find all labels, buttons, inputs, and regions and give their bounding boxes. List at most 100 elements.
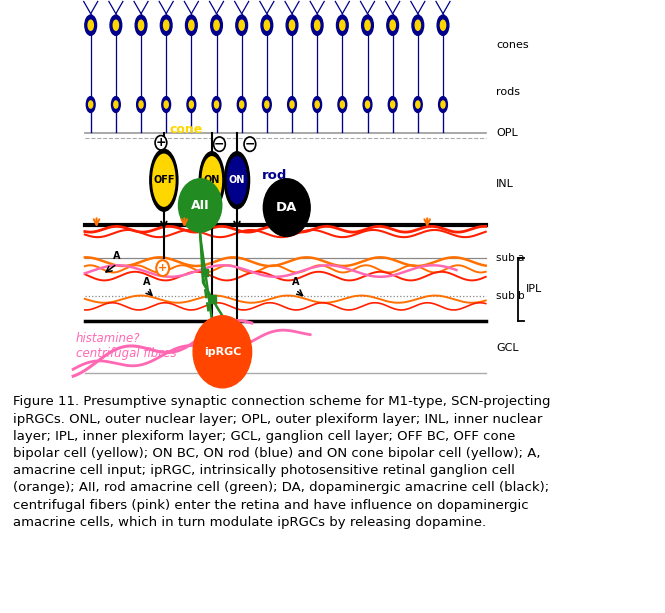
Ellipse shape [336,15,348,36]
Text: cone: cone [170,123,203,135]
Text: rod: rod [261,169,287,181]
Text: Figure 11. Presumptive synaptic connection scheme for M1-type, SCN-projecting
ip: Figure 11. Presumptive synaptic connecti… [13,395,551,529]
Text: ON: ON [229,175,245,185]
Ellipse shape [365,20,370,30]
Ellipse shape [139,101,143,108]
Text: A: A [292,276,299,287]
Text: cones: cones [496,40,529,50]
Ellipse shape [315,101,319,108]
Ellipse shape [110,15,122,36]
Text: ON: ON [203,175,220,185]
Text: OPL: OPL [496,128,518,139]
Ellipse shape [416,101,420,108]
Text: A: A [142,276,150,287]
Circle shape [213,137,225,151]
Bar [201,268,208,276]
Text: rods: rods [496,87,520,97]
Ellipse shape [288,97,297,112]
Ellipse shape [390,20,395,30]
Ellipse shape [388,97,397,112]
Text: ipRGC: ipRGC [203,347,241,357]
Ellipse shape [414,97,422,112]
Ellipse shape [387,15,398,36]
Ellipse shape [85,15,96,36]
Ellipse shape [239,101,244,108]
Text: +: + [156,136,166,149]
Ellipse shape [214,20,219,30]
Ellipse shape [189,20,194,30]
Ellipse shape [265,101,269,108]
Ellipse shape [113,20,118,30]
Ellipse shape [164,20,169,30]
Ellipse shape [215,101,219,108]
Ellipse shape [112,97,120,112]
Ellipse shape [340,20,345,30]
Ellipse shape [315,20,320,30]
Ellipse shape [135,15,147,36]
Ellipse shape [311,15,323,36]
Ellipse shape [440,20,446,30]
Text: histamine?
centrifugal fibres: histamine? centrifugal fibres [76,332,177,360]
Ellipse shape [340,101,344,108]
Ellipse shape [441,101,445,108]
Text: DA: DA [276,201,297,214]
Text: A: A [113,251,121,261]
Text: sub a: sub a [496,253,525,263]
Ellipse shape [136,97,146,112]
Ellipse shape [88,20,93,30]
Circle shape [193,316,251,388]
Ellipse shape [286,15,298,36]
Ellipse shape [187,97,196,112]
Ellipse shape [186,15,198,36]
Ellipse shape [366,101,370,108]
Ellipse shape [236,15,247,36]
Ellipse shape [363,97,372,112]
Ellipse shape [224,152,249,208]
Ellipse shape [162,97,171,112]
Text: −: − [245,138,255,151]
Circle shape [156,261,169,276]
Ellipse shape [289,20,295,30]
Ellipse shape [261,15,273,36]
Text: GCL: GCL [496,343,519,353]
Text: IPL: IPL [525,284,542,294]
Ellipse shape [138,20,144,30]
Ellipse shape [114,101,118,108]
Ellipse shape [290,101,294,108]
Circle shape [155,135,167,150]
Ellipse shape [390,101,395,108]
Ellipse shape [211,15,222,36]
Ellipse shape [86,97,95,112]
Ellipse shape [200,152,224,208]
Ellipse shape [439,97,448,112]
Text: AII: AII [191,199,209,212]
Ellipse shape [153,154,175,206]
Ellipse shape [412,15,424,36]
Text: −: − [214,138,225,151]
Ellipse shape [227,157,247,204]
Text: OFF: OFF [153,175,175,185]
Ellipse shape [239,20,244,30]
Ellipse shape [164,101,168,108]
Ellipse shape [437,15,449,36]
Bar [209,295,216,303]
Ellipse shape [88,101,92,108]
Ellipse shape [263,97,271,112]
Ellipse shape [264,20,269,30]
Ellipse shape [415,20,420,30]
Text: INL: INL [496,179,514,189]
Ellipse shape [160,15,172,36]
Circle shape [263,179,310,237]
Ellipse shape [190,101,194,108]
Ellipse shape [313,97,322,112]
Circle shape [244,137,256,151]
Text: sub b: sub b [496,291,525,300]
Ellipse shape [237,97,246,112]
Ellipse shape [362,15,373,36]
Ellipse shape [202,157,221,204]
Ellipse shape [212,97,221,112]
Circle shape [178,179,222,232]
Ellipse shape [150,149,178,211]
Ellipse shape [338,97,346,112]
Text: +: + [158,263,168,273]
